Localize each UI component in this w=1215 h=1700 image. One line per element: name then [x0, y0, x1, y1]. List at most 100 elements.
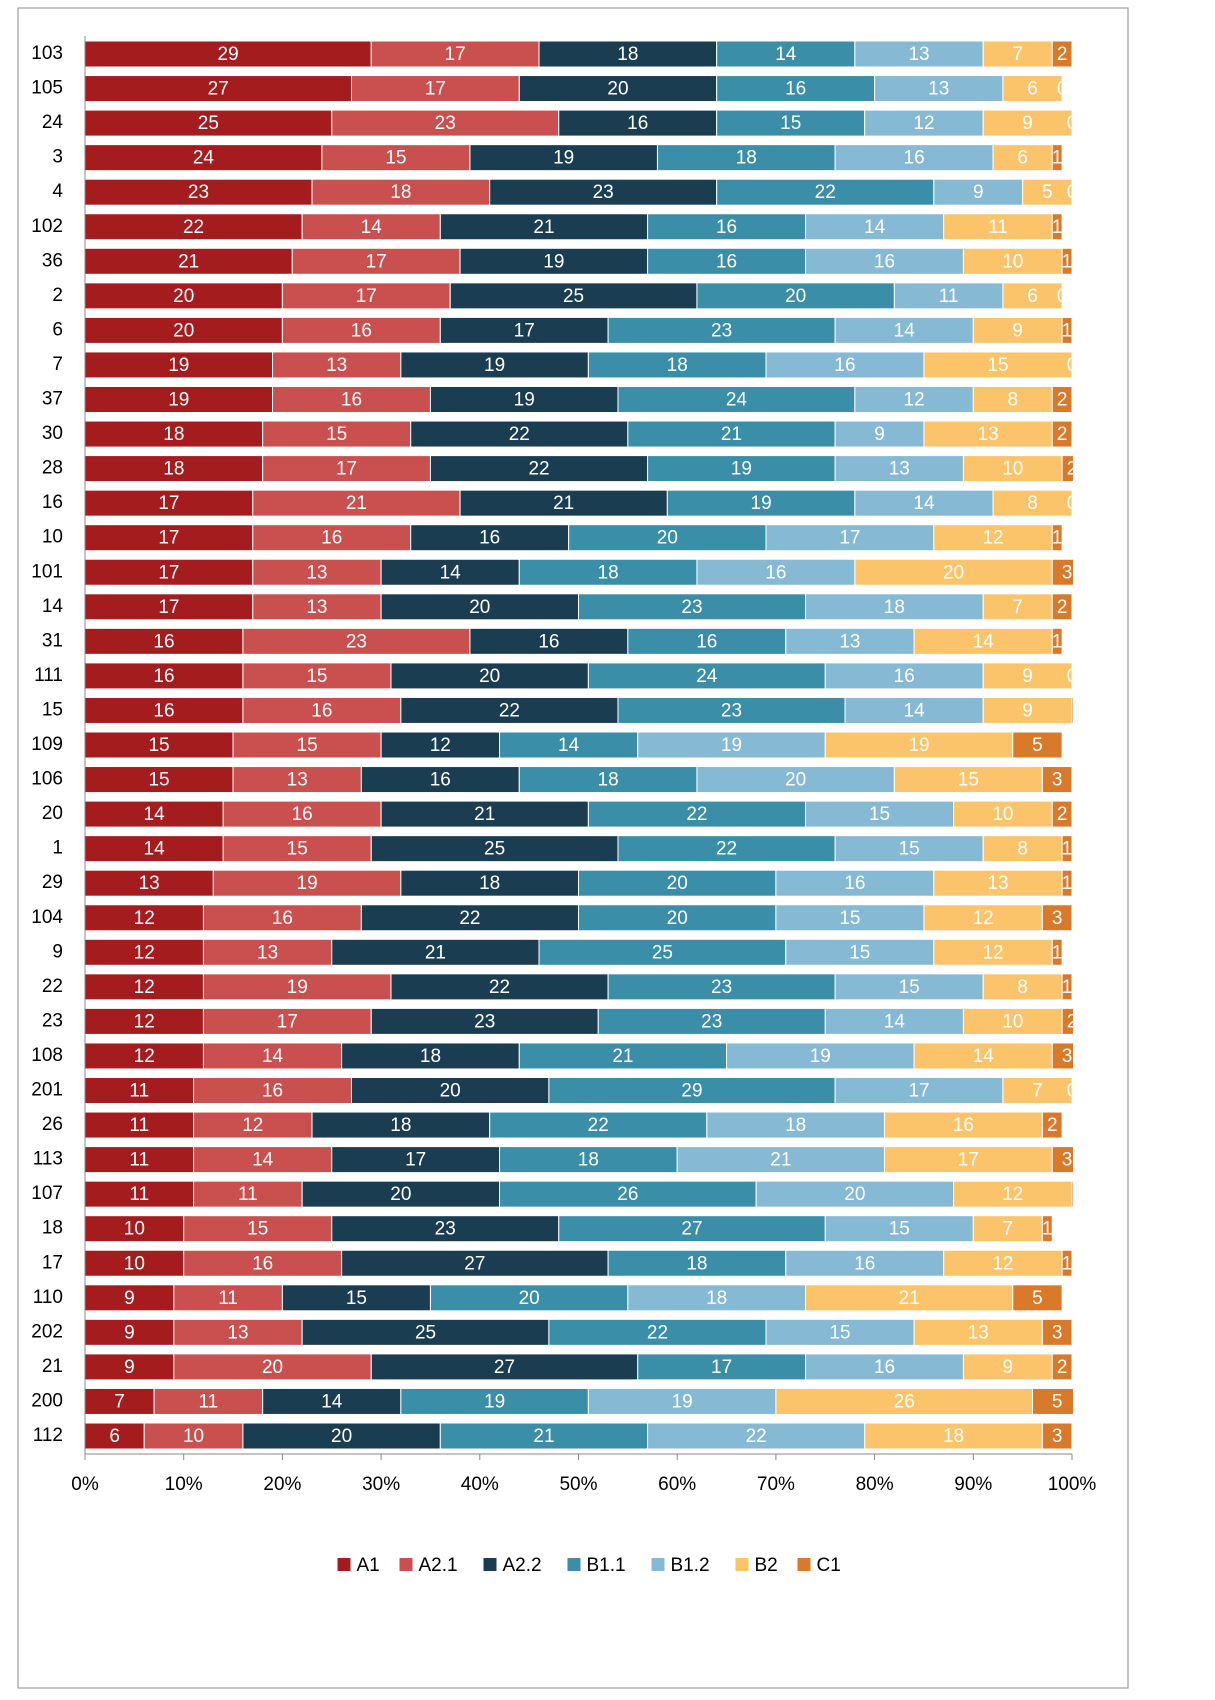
data-label: 20 — [785, 286, 806, 307]
data-label: 20 — [785, 770, 806, 791]
data-label: 16 — [538, 631, 559, 652]
data-label: 1 — [1062, 839, 1073, 860]
data-label: 15 — [148, 770, 169, 791]
data-label: 20 — [479, 666, 500, 687]
y-tick-label: 29 — [42, 872, 63, 893]
data-label: 21 — [178, 251, 199, 272]
bar-segment — [1061, 316, 1073, 344]
data-label: 14 — [904, 700, 926, 721]
data-label: 21 — [533, 217, 554, 238]
bar-segment — [489, 1111, 708, 1139]
bar-segment — [962, 247, 1063, 275]
bar-segment — [923, 420, 1053, 448]
data-label: 23 — [711, 320, 732, 341]
data-label: 1 — [1042, 1219, 1053, 1240]
data-label: 18 — [390, 1115, 411, 1136]
data-label: 18 — [390, 182, 411, 203]
bar-segment — [617, 835, 836, 863]
data-label: 21 — [899, 1288, 920, 1309]
bar-segment — [1061, 869, 1073, 897]
data-label: 12 — [1002, 1184, 1023, 1205]
data-label: 11 — [129, 1184, 149, 1205]
data-label: 18 — [578, 1150, 599, 1171]
x-tick-label: 30% — [362, 1474, 400, 1495]
data-label: 12 — [973, 908, 994, 929]
data-label: 29 — [681, 1081, 702, 1102]
bar-segment — [1051, 938, 1063, 966]
data-label: 22 — [183, 217, 204, 238]
bar-segment — [617, 386, 856, 413]
bar-segment — [883, 1111, 1043, 1139]
data-label: 12 — [134, 1011, 155, 1032]
y-tick-label: 7 — [52, 354, 63, 375]
data-label: 24 — [193, 148, 215, 169]
data-label: 19 — [672, 1391, 693, 1412]
bar-segment — [834, 316, 974, 344]
data-label: 1 — [1062, 977, 1073, 998]
bar-segment — [1061, 1249, 1073, 1277]
bar-segment — [676, 1146, 885, 1174]
data-label: 16 — [874, 251, 895, 272]
bar-segment — [85, 904, 204, 932]
bar-segment — [805, 1284, 1014, 1312]
bar-segment — [883, 1146, 1053, 1174]
data-label: 19 — [168, 390, 189, 411]
data-label: 15 — [306, 666, 327, 687]
bar-segment — [232, 766, 362, 794]
data-label: 17 — [356, 286, 377, 307]
legend-swatch — [337, 1558, 351, 1571]
bar-segment — [785, 1249, 945, 1277]
data-label: 12 — [430, 735, 451, 756]
data-label: 23 — [346, 631, 367, 652]
bar-segment — [193, 1111, 313, 1139]
y-tick-label: 3 — [52, 147, 63, 168]
bar-segment — [1071, 1180, 1073, 1208]
data-label: 16 — [834, 355, 855, 376]
data-label: 13 — [306, 562, 327, 583]
bar-segment — [183, 1215, 333, 1243]
data-label: 15 — [849, 942, 870, 963]
bar-segment — [726, 1042, 915, 1070]
bar-segment — [390, 662, 589, 690]
legend-swatch — [735, 1558, 749, 1571]
data-label: 22 — [499, 700, 520, 721]
bar-segment — [1051, 593, 1073, 621]
data-label: 16 — [479, 528, 500, 549]
bar-segment — [785, 938, 935, 966]
data-label: 15 — [346, 1288, 367, 1309]
data-label: 18 — [598, 770, 619, 791]
bar-segment — [1012, 731, 1063, 759]
legend-swatch — [797, 1558, 811, 1571]
data-label: 8 — [1017, 977, 1028, 998]
data-label: 2 — [1057, 424, 1068, 445]
y-tick-label: 17 — [42, 1252, 63, 1273]
data-label: 8 — [1017, 839, 1028, 860]
bar-segment — [1002, 75, 1063, 103]
bar-segment — [85, 835, 224, 863]
data-label: 2 — [1057, 1357, 1068, 1378]
data-label: 12 — [904, 390, 925, 411]
bar-segment — [85, 213, 303, 241]
data-label: 18 — [686, 1253, 707, 1274]
data-label: 16 — [351, 320, 372, 341]
data-label: 12 — [242, 1115, 263, 1136]
data-label: 9 — [1003, 1357, 1014, 1378]
bar-segment — [85, 386, 274, 413]
bar-segment — [696, 558, 856, 586]
data-label: 0 — [1067, 355, 1078, 376]
x-tick-label: 50% — [559, 1474, 597, 1495]
y-tick-label: 16 — [42, 492, 63, 513]
bar-segment — [202, 938, 333, 966]
data-label: 17 — [514, 320, 535, 341]
data-label: 16 — [272, 908, 293, 929]
data-label: 19 — [543, 251, 564, 272]
bar-segment — [85, 1042, 204, 1070]
bar-segment — [85, 627, 244, 655]
data-label: 14 — [361, 217, 383, 238]
data-label: 22 — [528, 459, 549, 480]
data-label: 21 — [346, 493, 367, 514]
bar-segment — [202, 1042, 343, 1070]
bar-segment — [370, 40, 540, 68]
bar-segment — [775, 1387, 1034, 1415]
